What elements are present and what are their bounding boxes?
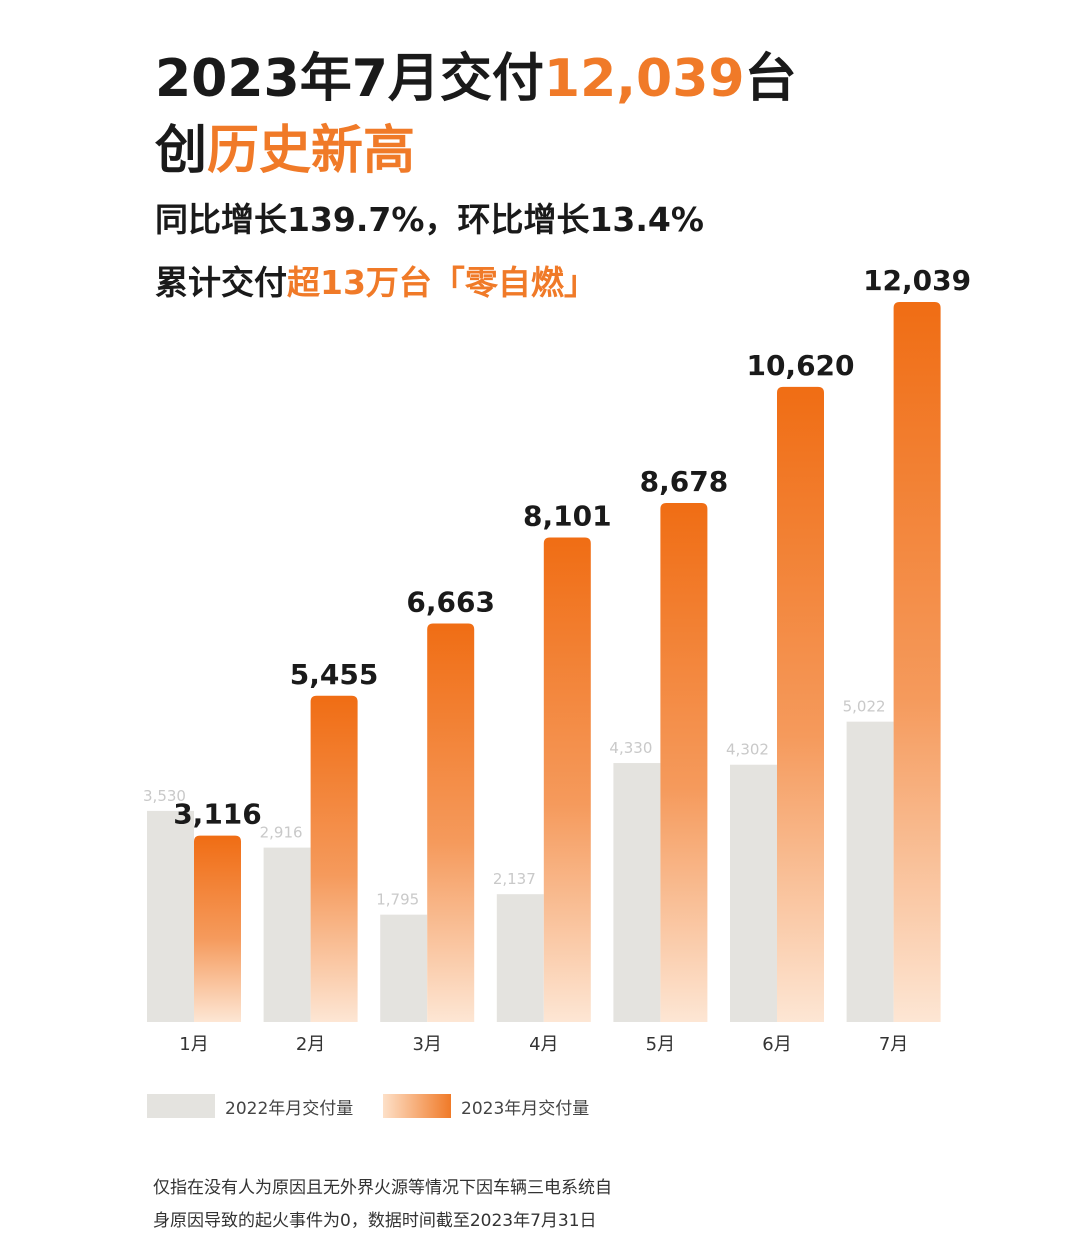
headline-deliveries-number: 12,039 [543,49,745,109]
x-tick-5: 5月 [646,1034,675,1055]
bar-2022-2 [263,847,311,1022]
legend-item-2023: 2023年月交付量 [383,1094,590,1119]
label-2022-7: 5,022 [843,698,886,716]
label-2023-2: 5,455 [290,658,379,691]
x-tick-4: 4月 [529,1034,558,1055]
legend-swatch-2023 [383,1094,451,1118]
chart-bars [147,302,941,1022]
footnote-line-2: 身原因导致的起火事件为0，数据时间截至2023年7月31日 [153,1211,597,1231]
label-2022-6: 4,302 [726,741,769,759]
label-2022-3: 1,795 [376,891,419,909]
bar-2022-6 [730,764,777,1022]
bar-2023-6 [777,386,824,1022]
bar-2023-3 [427,623,475,1022]
legend-label-2023: 2023年月交付量 [461,1098,590,1119]
x-tick-3: 3月 [412,1034,441,1055]
label-2023-3: 6,663 [406,586,495,619]
x-tick-6: 6月 [762,1034,791,1055]
bar-2023-4 [543,537,591,1022]
bar-2023-2 [310,695,358,1022]
bar-2022-4 [496,894,544,1022]
label-2023-5: 8,678 [640,465,729,498]
bar-2023-7 [893,302,941,1022]
x-tick-1: 1月 [179,1034,208,1055]
label-2023-4: 8,101 [523,500,612,533]
label-2022-4: 2,137 [493,870,536,888]
bar-2022-5 [613,763,661,1022]
bar-2022-3 [380,914,428,1022]
footnote-line-1: 仅指在没有人为原因且无外界火源等情况下因车辆三电系统自 [153,1178,612,1198]
bar-2022-7 [846,721,894,1022]
headline-record-highlight: 历史新高 [207,121,416,181]
label-2023-7: 12,039 [863,264,971,297]
bar-2023-5 [660,503,708,1022]
headline-cumulative-highlight: 超13万台「零自燃」 [287,263,597,302]
chart-x-ticks: 1月 2月 3月 4月 5月 6月 7月 [179,1034,908,1055]
headline-cumulative: 累计交付超13万台「零自燃」 [155,256,597,304]
label-2023-6: 10,620 [746,349,854,382]
headline-growth: 同比增长139.7%，环比增长13.4% [155,200,704,239]
headline-record: 创历史新高 [155,108,415,183]
legend-label-2022: 2022年月交付量 [225,1098,354,1119]
headline-deliveries-pre: 2023年7月交付 [155,49,544,109]
bar-2022-1 [147,810,194,1022]
legend-swatch-2022 [147,1094,215,1118]
headline-deliveries-post: 台 [744,49,797,109]
label-2022-2: 2,916 [260,824,303,842]
headline-record-pre: 创 [155,121,208,181]
x-tick-2: 2月 [296,1034,325,1055]
label-2022-5: 4,330 [609,739,652,757]
label-2023-1: 3,116 [173,798,262,831]
label-2022-1: 3,530 [143,787,186,805]
legend-item-2022: 2022年月交付量 [147,1094,354,1119]
x-tick-7: 7月 [879,1034,908,1055]
headline-cumulative-pre: 累计交付 [155,263,287,302]
bar-2023-1 [194,835,241,1022]
headline-deliveries: 2023年7月交付12,039台 [155,36,797,111]
